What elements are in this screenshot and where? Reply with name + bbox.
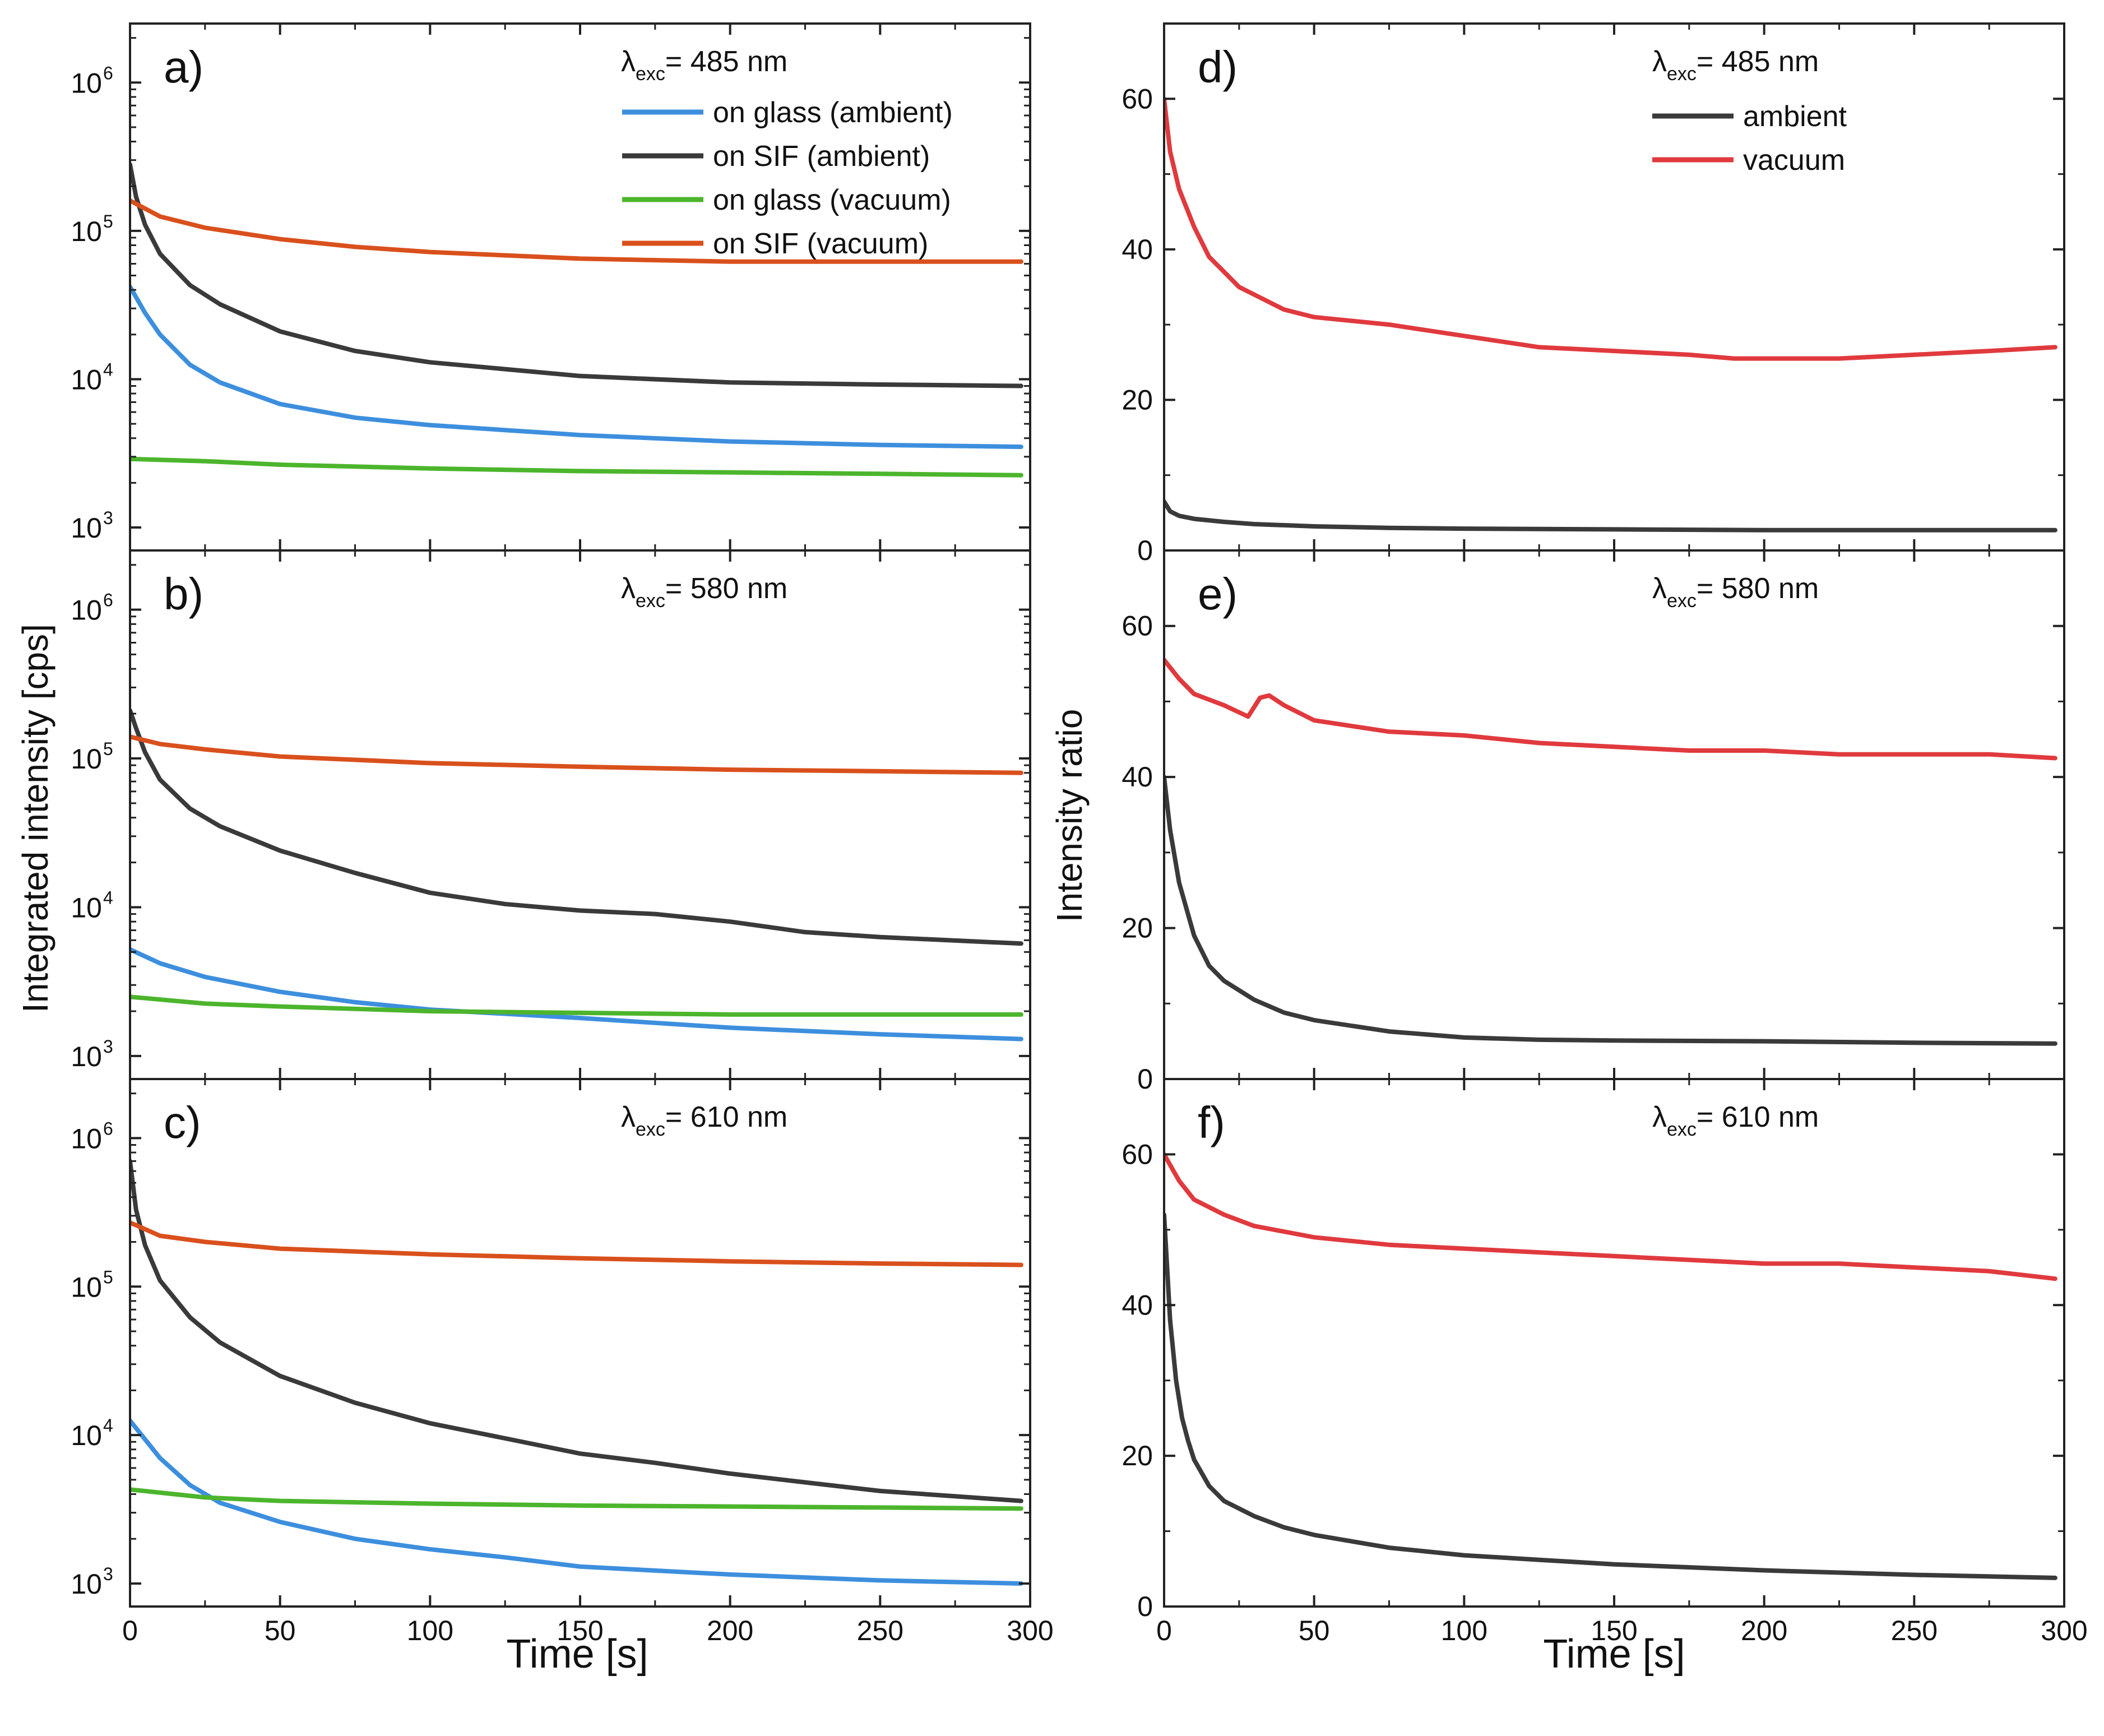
panel-label: f) bbox=[1198, 1098, 1225, 1147]
x-tick-label: 200 bbox=[707, 1615, 753, 1646]
excitation-label: λexc= 580 nm bbox=[1652, 572, 1819, 612]
x-tick-label: 0 bbox=[122, 1615, 138, 1646]
legend-label: on glass (ambient) bbox=[713, 96, 953, 129]
x-tick-label: 50 bbox=[265, 1615, 296, 1646]
panel-f: 0 50 100 150 200 250 300 0 20 40 60 f) λexc= 610 nm bbox=[1121, 1078, 2088, 1646]
y-tick-label: 40 bbox=[1121, 234, 1153, 265]
panel-d: 0 20 40 60 d) λexc= 485 nm ambient vacuum bbox=[1121, 22, 2065, 566]
panel-label: e) bbox=[1198, 569, 1238, 619]
excitation-label: λexc= 485 nm bbox=[621, 45, 787, 85]
y-tick-label: 10 bbox=[71, 216, 102, 247]
y-tick-label: 10 bbox=[71, 595, 102, 626]
series-line-on-sif-vacuum- bbox=[130, 198, 1023, 264]
y-tick-exponent: 6 bbox=[103, 590, 113, 610]
panel-label: a) bbox=[164, 42, 203, 92]
series-line-on-sif-vacuum- bbox=[130, 734, 1023, 775]
x-tick-label: 200 bbox=[1741, 1615, 1787, 1646]
y-tick-exponent: 5 bbox=[103, 1267, 113, 1287]
legend-label: on SIF (ambient) bbox=[713, 140, 930, 173]
y-tick-label: 10 bbox=[71, 1420, 102, 1451]
legend-label: on glass (vacuum) bbox=[713, 184, 951, 216]
y-tick-label: 10 bbox=[71, 892, 102, 923]
series-line-vacuum bbox=[1164, 658, 2057, 761]
y-tick-exponent: 5 bbox=[103, 739, 113, 759]
x-tick-label: 300 bbox=[2041, 1615, 2087, 1646]
series-line-on-glass-vacuum- bbox=[130, 456, 1023, 478]
y-tick-exponent: 3 bbox=[103, 1564, 113, 1584]
y-tick-exponent: 6 bbox=[103, 63, 113, 83]
y-tick-label: 10 bbox=[71, 364, 102, 395]
y-tick-exponent: 4 bbox=[103, 887, 113, 908]
y-tick-label: 0 bbox=[1137, 1591, 1153, 1622]
y-tick-exponent: 5 bbox=[103, 211, 113, 232]
y-tick-exponent: 4 bbox=[103, 359, 113, 379]
series-line-on-sif-ambient- bbox=[130, 162, 1023, 388]
y-tick-label: 10 bbox=[71, 1568, 102, 1600]
series-line-on-glass-ambient- bbox=[130, 284, 1023, 450]
series-line-ambient bbox=[1164, 1212, 2057, 1580]
legend-label: vacuum bbox=[1743, 144, 1845, 177]
y-tick-label: 10 bbox=[71, 512, 102, 544]
y-tick-label: 0 bbox=[1137, 535, 1153, 566]
y-tick-label: 60 bbox=[1121, 83, 1153, 114]
x-tick-label: 150 bbox=[557, 1615, 603, 1646]
series-line-on-glass-ambient- bbox=[130, 1418, 1023, 1586]
series-line-on-glass-vacuum- bbox=[130, 1487, 1023, 1511]
panel-label: c) bbox=[164, 1098, 201, 1147]
x-tick-label: 50 bbox=[1299, 1615, 1330, 1646]
y-tick-label: 20 bbox=[1121, 1440, 1153, 1471]
panel-label: b) bbox=[164, 569, 203, 619]
x-tick-label: 100 bbox=[1441, 1615, 1487, 1646]
y-tick-label: 40 bbox=[1121, 761, 1153, 793]
left-y-axis-label: Integrated intensity [cps] bbox=[15, 624, 55, 1013]
series-line-vacuum bbox=[1164, 96, 2057, 361]
series-line-ambient bbox=[1164, 775, 2057, 1046]
y-tick-label: 10 bbox=[71, 743, 102, 775]
right-x-axis-label: Time [s] bbox=[1543, 1632, 1685, 1677]
x-tick-label: 250 bbox=[857, 1615, 903, 1646]
x-tick-label: 150 bbox=[1591, 1615, 1637, 1646]
y-tick-label: 40 bbox=[1121, 1289, 1153, 1321]
series-line-on-sif-ambient- bbox=[130, 708, 1023, 946]
y-tick-exponent: 3 bbox=[103, 1036, 113, 1057]
right-y-axis-label: Intensity ratio bbox=[1049, 709, 1090, 923]
y-tick-label: 60 bbox=[1121, 1138, 1153, 1170]
y-tick-label: 10 bbox=[71, 1123, 102, 1154]
x-tick-label: 100 bbox=[407, 1615, 453, 1646]
panel-label: d) bbox=[1198, 42, 1238, 92]
series-line-on-glass-vacuum- bbox=[130, 994, 1023, 1017]
x-tick-label: 250 bbox=[1891, 1615, 1938, 1646]
series-line-on-glass-ambient- bbox=[130, 947, 1023, 1041]
series-line-ambient bbox=[1164, 499, 2057, 533]
legend-label: ambient bbox=[1743, 100, 1847, 133]
series-line-on-sif-vacuum- bbox=[130, 1220, 1023, 1267]
y-tick-exponent: 3 bbox=[103, 508, 113, 528]
y-tick-label: 10 bbox=[71, 67, 102, 99]
panel-e: 0 20 40 60 e) λexc= 580 nm bbox=[1121, 549, 2065, 1095]
excitation-label: λexc= 610 nm bbox=[1652, 1101, 1819, 1140]
y-tick-label: 0 bbox=[1137, 1063, 1153, 1095]
x-tick-label: 300 bbox=[1007, 1615, 1053, 1646]
y-tick-label: 20 bbox=[1121, 384, 1153, 415]
y-tick-label: 60 bbox=[1121, 610, 1153, 642]
y-tick-label: 10 bbox=[71, 1041, 102, 1072]
excitation-label: λexc= 610 nm bbox=[621, 1101, 787, 1140]
left-x-axis-label: Time [s] bbox=[506, 1632, 648, 1677]
y-tick-exponent: 4 bbox=[103, 1415, 113, 1436]
y-tick-label: 20 bbox=[1121, 913, 1153, 944]
y-tick-label: 10 bbox=[71, 1271, 102, 1303]
y-tick-exponent: 6 bbox=[103, 1118, 113, 1138]
x-tick-label: 0 bbox=[1156, 1615, 1172, 1646]
series-line-vacuum bbox=[1164, 1152, 2057, 1281]
excitation-label: λexc= 580 nm bbox=[621, 572, 787, 612]
excitation-label: λexc= 485 nm bbox=[1652, 45, 1819, 85]
legend-label: on SIF (vacuum) bbox=[713, 228, 928, 260]
series-line-on-sif-ambient- bbox=[130, 1159, 1023, 1503]
